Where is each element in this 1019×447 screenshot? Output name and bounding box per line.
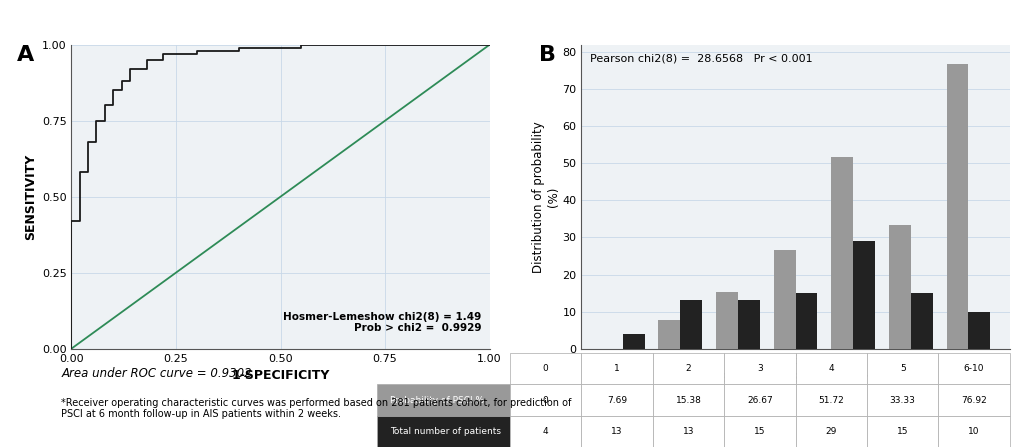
Y-axis label: SENSITIVITY: SENSITIVITY — [24, 154, 38, 240]
Text: Hosmer-Lemeshow chi2(8) = 1.49
Prob > chi2 =  0.9929: Hosmer-Lemeshow chi2(8) = 1.49 Prob > ch… — [282, 312, 481, 333]
Text: Pearson chi2(8) =  28.6568   Pr < 0.001: Pearson chi2(8) = 28.6568 Pr < 0.001 — [589, 54, 812, 64]
Text: Area under ROC curve = 0.9302: Area under ROC curve = 0.9302 — [61, 367, 252, 380]
Bar — [795, 293, 816, 349]
Bar — [715, 291, 738, 349]
Bar — [738, 300, 759, 349]
Text: A: A — [17, 45, 35, 65]
Bar — [910, 293, 931, 349]
Bar — [889, 225, 910, 349]
Y-axis label: Distribution of probability
(%): Distribution of probability (%) — [531, 121, 559, 273]
Bar — [773, 250, 795, 349]
X-axis label: 1-SPECIFICITY: 1-SPECIFICITY — [231, 369, 329, 382]
X-axis label: DREAM- LDL Score (Points): DREAM- LDL Score (Points) — [700, 372, 890, 385]
Text: B: B — [538, 45, 555, 65]
Bar — [680, 300, 701, 349]
Bar — [852, 241, 874, 349]
Text: *Receiver operating characteristic curves was performed based on 281 patients co: *Receiver operating characteristic curve… — [61, 398, 571, 419]
Bar — [658, 320, 680, 349]
Bar — [830, 157, 852, 349]
Bar — [946, 63, 967, 349]
Bar — [967, 312, 989, 349]
Bar — [623, 334, 644, 349]
